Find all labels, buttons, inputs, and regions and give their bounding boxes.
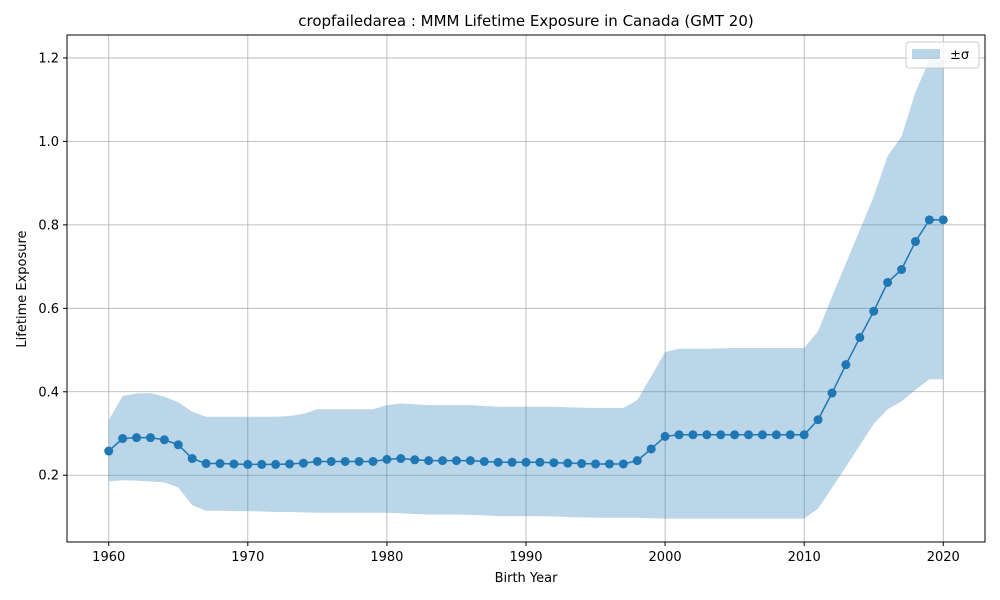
data-point bbox=[187, 454, 197, 464]
data-point bbox=[604, 459, 614, 469]
x-tick-label: 2000 bbox=[649, 550, 682, 565]
data-point bbox=[910, 237, 920, 247]
x-tick-label: 1960 bbox=[92, 550, 125, 565]
data-point bbox=[716, 430, 726, 440]
x-axis-ticks: 1960 1970 1980 1990 2000 2010 2020 bbox=[92, 542, 960, 565]
data-point bbox=[285, 459, 295, 469]
data-point bbox=[229, 459, 239, 469]
x-tick-label: 1980 bbox=[370, 550, 403, 565]
x-tick-label: 1990 bbox=[509, 550, 542, 565]
legend: ±σ bbox=[905, 41, 980, 69]
data-point bbox=[507, 457, 517, 467]
data-point bbox=[382, 454, 392, 464]
data-point bbox=[591, 459, 601, 469]
data-point bbox=[201, 459, 211, 469]
data-point bbox=[841, 360, 851, 370]
data-point bbox=[827, 388, 837, 398]
data-point bbox=[869, 306, 879, 316]
data-point bbox=[563, 458, 573, 468]
data-point bbox=[438, 456, 448, 466]
series-markers bbox=[104, 215, 948, 469]
grid bbox=[67, 35, 985, 542]
data-point bbox=[660, 431, 670, 441]
legend-frame bbox=[905, 41, 980, 69]
data-point bbox=[549, 458, 559, 468]
data-point bbox=[340, 456, 350, 466]
data-point bbox=[771, 430, 781, 440]
data-point bbox=[159, 435, 169, 445]
data-point bbox=[744, 430, 754, 440]
y-tick-label: 0.8 bbox=[38, 218, 59, 233]
data-point bbox=[354, 456, 364, 466]
data-point bbox=[883, 277, 893, 287]
data-point bbox=[145, 433, 155, 443]
data-point bbox=[521, 457, 531, 467]
data-point bbox=[646, 444, 656, 454]
data-point bbox=[855, 333, 865, 343]
y-axis-label: Lifetime Exposure bbox=[15, 230, 30, 347]
data-point bbox=[938, 215, 948, 225]
data-point bbox=[799, 430, 809, 440]
data-point bbox=[465, 456, 475, 466]
data-point bbox=[243, 459, 253, 469]
data-point bbox=[173, 440, 183, 450]
x-tick-label: 2020 bbox=[927, 550, 960, 565]
data-point bbox=[257, 459, 267, 469]
data-point bbox=[312, 456, 322, 466]
x-tick-label: 2010 bbox=[788, 550, 821, 565]
data-point bbox=[215, 459, 225, 469]
data-point bbox=[577, 459, 587, 469]
data-point bbox=[326, 456, 336, 466]
y-tick-label: 0.4 bbox=[38, 385, 59, 400]
data-point bbox=[493, 457, 503, 467]
legend-swatch-band bbox=[912, 49, 940, 59]
data-point bbox=[924, 215, 934, 225]
data-point bbox=[674, 430, 684, 440]
chart-title: cropfailedarea : MMM Lifetime Exposure i… bbox=[298, 12, 753, 30]
data-point bbox=[132, 433, 142, 443]
data-point bbox=[632, 456, 642, 466]
data-point bbox=[897, 265, 907, 275]
y-tick-label: 0.6 bbox=[38, 302, 59, 317]
data-point bbox=[298, 458, 308, 468]
data-point bbox=[757, 430, 767, 440]
data-point bbox=[451, 456, 461, 466]
y-tick-label: 1.0 bbox=[38, 135, 59, 150]
y-tick-label: 0.2 bbox=[38, 469, 59, 484]
data-point bbox=[424, 456, 434, 466]
data-point bbox=[785, 430, 795, 440]
y-tick-label: 1.2 bbox=[38, 51, 59, 66]
data-point bbox=[271, 459, 281, 469]
data-point bbox=[368, 456, 378, 466]
data-point bbox=[410, 455, 420, 465]
data-point bbox=[118, 434, 128, 444]
x-tick-label: 1970 bbox=[231, 550, 264, 565]
data-point bbox=[396, 454, 406, 464]
sigma-band bbox=[108, 60, 944, 519]
x-axis-label: Birth Year bbox=[495, 571, 559, 586]
data-point bbox=[104, 446, 114, 456]
legend-label-band: ±σ bbox=[950, 48, 969, 63]
data-point bbox=[479, 456, 489, 466]
y-axis-ticks: 0.2 0.4 0.6 0.8 1.0 1.2 bbox=[38, 51, 67, 484]
data-point bbox=[730, 430, 740, 440]
data-point bbox=[702, 430, 712, 440]
data-point bbox=[535, 457, 545, 467]
data-point bbox=[813, 415, 823, 425]
data-point bbox=[688, 430, 698, 440]
data-point bbox=[618, 459, 628, 469]
